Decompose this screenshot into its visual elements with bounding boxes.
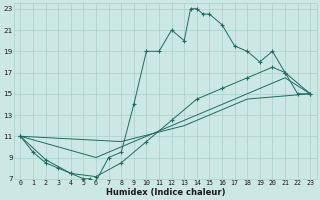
X-axis label: Humidex (Indice chaleur): Humidex (Indice chaleur) xyxy=(106,188,225,197)
